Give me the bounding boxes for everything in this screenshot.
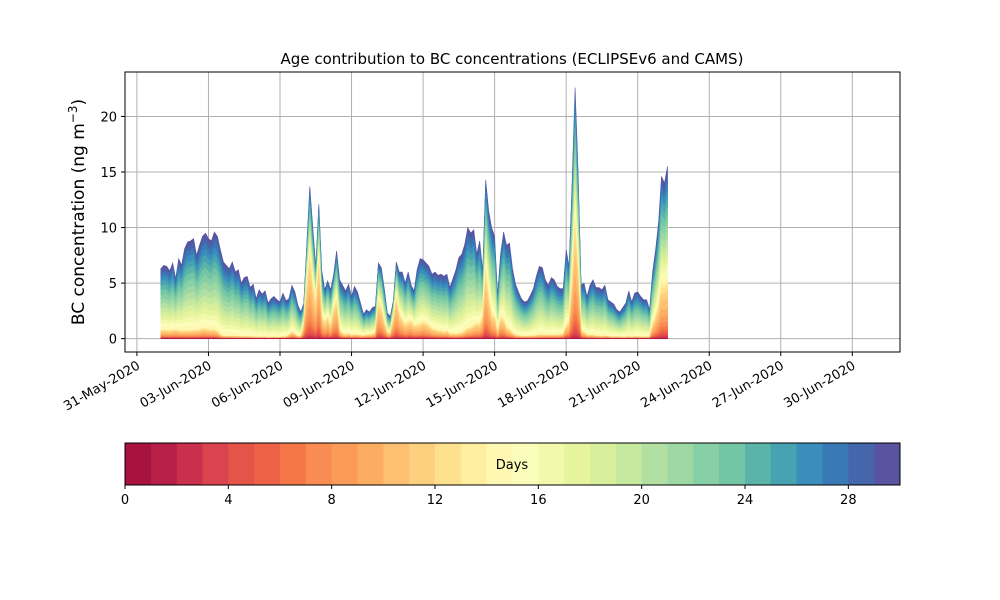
colorbar-segment <box>641 443 668 485</box>
x-axis: 31-May-202003-Jun-202006-Jun-202009-Jun-… <box>61 352 858 414</box>
stacked-areas <box>160 87 668 340</box>
colorbar-tick-label: 8 <box>328 493 336 508</box>
colorbar-segment <box>822 443 849 485</box>
age-bin-area-14 <box>160 212 668 339</box>
colorbar-segment <box>719 443 746 485</box>
plot-frame <box>124 71 901 353</box>
colorbar-segment <box>745 443 772 485</box>
colorbar-tick-label: 0 <box>121 493 129 508</box>
y-axis-label: BC concentration (ng m−3) <box>66 99 89 325</box>
colorbar <box>125 443 901 485</box>
colorbar-segment <box>280 443 307 485</box>
colorbar-segment <box>435 443 462 485</box>
x-tick-label: 27-Jun-2020 <box>710 358 787 411</box>
x-tick-label: 12-Jun-2020 <box>352 358 429 411</box>
colorbar-segment <box>176 443 203 485</box>
colorbar-tick-label: 28 <box>840 493 857 508</box>
x-tick-label: 06-Jun-2020 <box>209 358 286 411</box>
colorbar-tick-label: 4 <box>224 493 232 508</box>
colorbar-label: Days <box>496 458 529 473</box>
colorbar-segment <box>254 443 281 485</box>
x-tick-label: 24-Jun-2020 <box>638 358 715 411</box>
age-bin-area-25 <box>160 117 668 339</box>
chart-title: Age contribution to BC concentrations (E… <box>281 50 744 68</box>
colorbar-segment <box>538 443 565 485</box>
age-bin-area-11 <box>160 240 668 339</box>
colorbar-segment <box>125 443 152 485</box>
colorbar-segment <box>770 443 798 485</box>
age-bin-area-10 <box>160 255 668 339</box>
y-axis-label-main: BC concentration (ng m <box>69 123 89 325</box>
colorbar-tick-label: 12 <box>427 493 444 508</box>
age-bin-area-26 <box>160 109 668 339</box>
colorbar-segment <box>202 443 229 485</box>
colorbar-axis: 0 4 8 12 16 20 24 28 <box>121 485 857 508</box>
colorbar-segment <box>305 443 333 485</box>
colorbar-segment <box>331 443 358 485</box>
colorbar-segment <box>150 443 178 485</box>
y-axis: 0 5 10 15 20 <box>100 110 125 348</box>
colorbar-tick-label: 24 <box>737 493 754 508</box>
x-tick-label: 15-Jun-2020 <box>424 358 501 411</box>
colorbar-segment <box>796 443 823 485</box>
colorbar-tick-label: 16 <box>530 493 547 508</box>
x-tick-label: 31-May-2020 <box>61 358 143 414</box>
colorbar-segment <box>409 443 436 485</box>
y-tick-label: 15 <box>100 166 117 181</box>
colorbar-segment <box>693 443 720 485</box>
colorbar-segment <box>667 443 694 485</box>
x-tick-label: 03-Jun-2020 <box>138 358 215 411</box>
colorbar-segment <box>357 443 384 485</box>
colorbar-segment <box>590 443 617 485</box>
colorbar-tick-label: 20 <box>633 493 650 508</box>
colorbar-segment <box>383 443 410 485</box>
colorbar-frame <box>124 442 901 486</box>
colorbar-segment <box>564 443 591 485</box>
y-axis-label-exponent: −3 <box>66 105 80 123</box>
colorbar-segment <box>486 443 513 485</box>
y-tick-label: 0 <box>109 333 117 348</box>
colorbar-segment <box>460 443 488 485</box>
colorbar-segment <box>512 443 539 485</box>
y-tick-label: 20 <box>100 110 117 125</box>
colorbar-segment <box>874 443 901 485</box>
x-tick-label: 30-Jun-2020 <box>781 358 858 411</box>
y-axis-label-suffix: ) <box>69 99 89 106</box>
x-tick-label: 18-Jun-2020 <box>495 358 572 411</box>
x-tick-label: 21-Jun-2020 <box>567 358 644 411</box>
colorbar-segment <box>615 443 643 485</box>
y-tick-label: 10 <box>100 222 117 237</box>
colorbar-segment <box>848 443 875 485</box>
colorbar-segment <box>228 443 255 485</box>
y-tick-label: 5 <box>109 277 117 292</box>
x-tick-label: 09-Jun-2020 <box>281 358 358 411</box>
